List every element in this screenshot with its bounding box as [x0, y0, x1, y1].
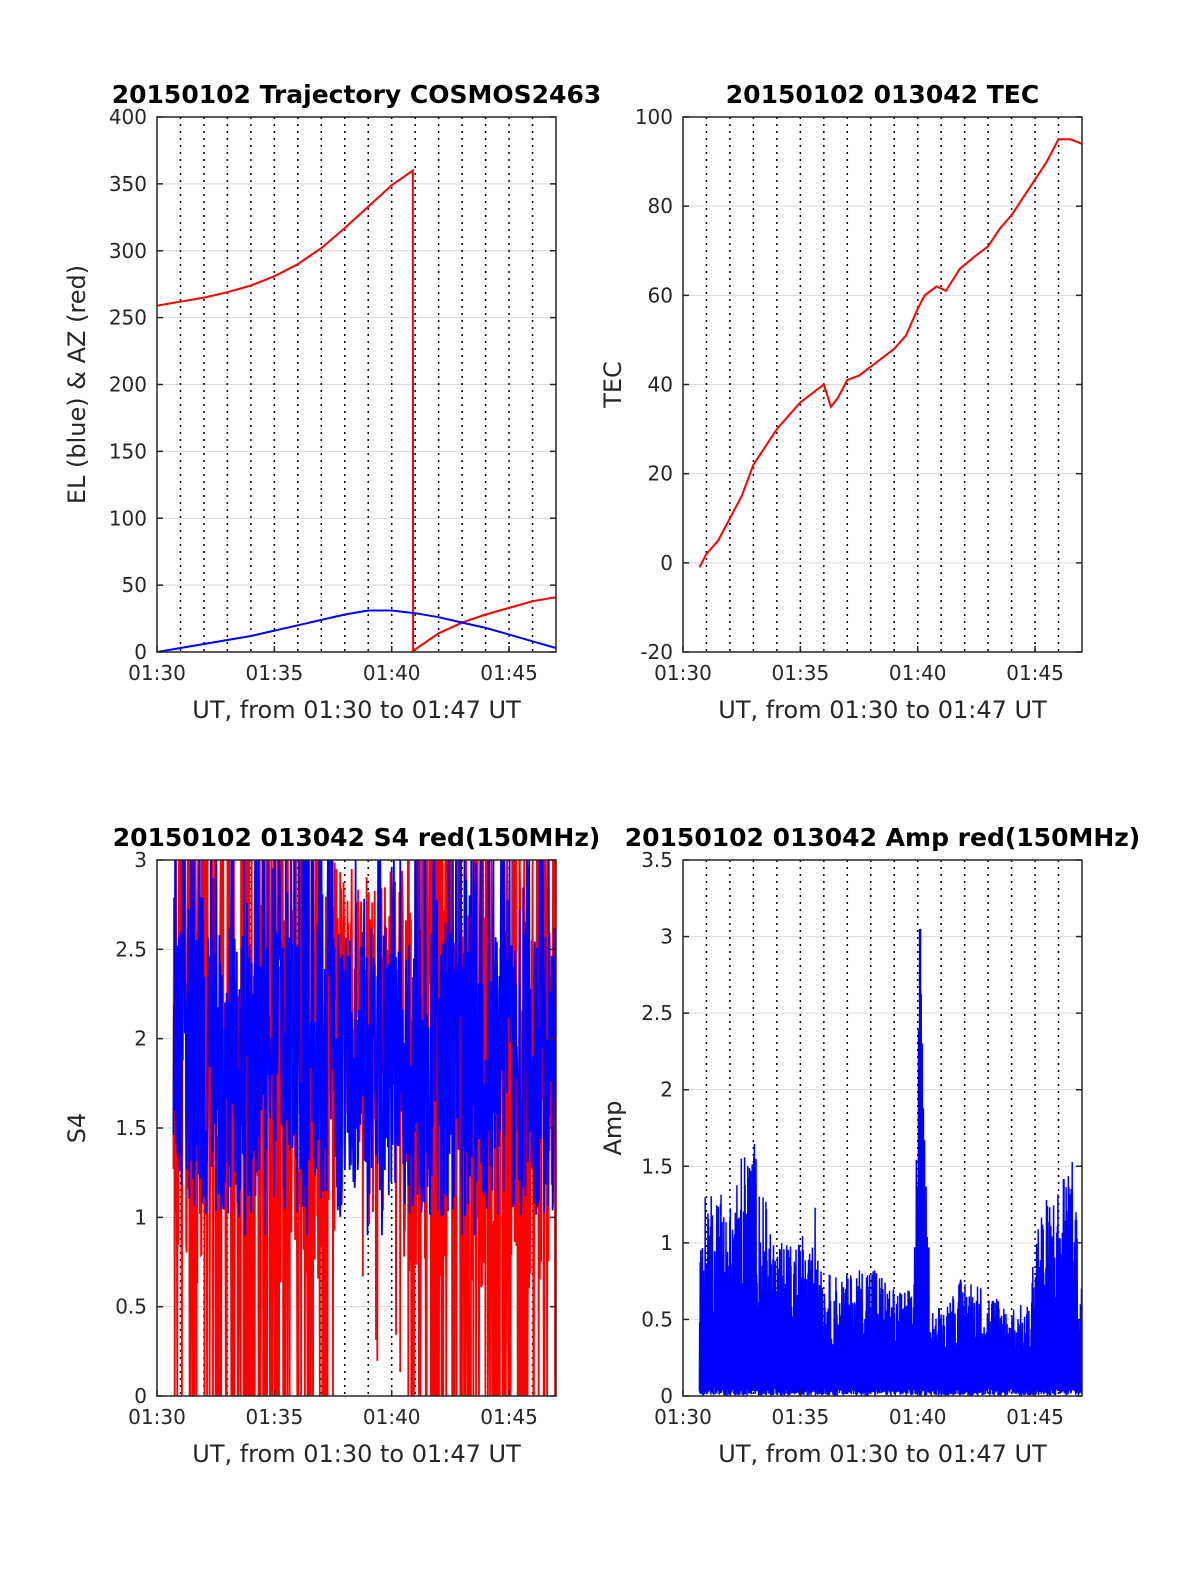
x-tick-label: 01:35 — [772, 661, 830, 685]
x-tick-label: 01:45 — [1006, 1405, 1064, 1429]
plot-area — [172, 860, 556, 1396]
chart-panel-trajectory: 0 50 100 150 200 250 300 350 400 01:30 01:35 01:40 0… — [63, 80, 601, 724]
y-tick-label: 2 — [134, 1027, 147, 1051]
x-tick-label: 01:45 — [480, 1405, 538, 1429]
y-tick-label: 0 — [134, 640, 147, 664]
y-tick-label: 0 — [660, 1384, 673, 1408]
x-tick-label: 01:30 — [128, 1405, 186, 1429]
x-tick-label: 01:35 — [246, 661, 304, 685]
y-tick-label: 3 — [660, 925, 673, 949]
y-tick-label: 300 — [109, 239, 147, 263]
x-tick-label: 01:40 — [889, 661, 947, 685]
y-tick-label: 2.5 — [115, 937, 147, 961]
x-tick-label: 01:40 — [363, 661, 421, 685]
x-axis-label: UT, from 01:30 to 01:47 UT — [192, 1440, 521, 1468]
y-tick-label: 400 — [109, 105, 147, 129]
x-axis-label: UT, from 01:30 to 01:47 UT — [192, 696, 521, 724]
plot-area — [157, 168, 556, 652]
chart-title: 20150102 013042 S4 red(150MHz) — [113, 823, 601, 852]
x-tick-label: 01:35 — [246, 1405, 304, 1429]
y-tick-label: 100 — [109, 506, 147, 530]
x-tick-label: 01:30 — [654, 661, 712, 685]
y-axis-label: Amp — [599, 1100, 627, 1155]
series-line-0 — [157, 168, 556, 652]
x-tick-label: 01:30 — [128, 661, 186, 685]
x-axis-label: UT, from 01:30 to 01:47 UT — [718, 696, 1047, 724]
y-tick-label: 250 — [109, 306, 147, 330]
y-tick-label: -20 — [640, 640, 673, 664]
y-tick-label: 20 — [648, 462, 673, 486]
chart-title: 20150102 013042 TEC — [726, 80, 1039, 109]
y-axis-label: S4 — [63, 1113, 91, 1144]
chart-panel-tec: -20 0 20 40 60 80 100 01:30 01:35 01:40 01:45 20150… — [599, 80, 1083, 724]
y-tick-label: 2.5 — [641, 1001, 673, 1025]
y-tick-label: 200 — [109, 373, 147, 397]
y-axis-label: EL (blue) & AZ (red) — [63, 265, 91, 504]
series-line-1 — [157, 609, 556, 652]
y-tick-label: 150 — [109, 439, 147, 463]
series-line-0 — [698, 990, 1082, 1396]
y-tick-label: 350 — [109, 172, 147, 196]
y-tick-label: 0 — [660, 551, 673, 575]
y-tick-label: 0 — [134, 1384, 147, 1408]
plot-area — [698, 928, 1082, 1396]
chart-panel-amp: 0 0.5 1 1.5 2 2.5 3 3.5 01:30 01:35 01:40 01:45 2015… — [599, 823, 1140, 1468]
y-tick-label: 60 — [648, 283, 673, 307]
x-tick-label: 01:45 — [480, 661, 538, 685]
x-tick-label: 01:35 — [772, 1405, 830, 1429]
y-tick-label: 0.5 — [641, 1307, 673, 1331]
y-tick-label: 2 — [660, 1078, 673, 1102]
y-tick-label: 80 — [648, 194, 673, 218]
x-tick-label: 01:45 — [1006, 661, 1064, 685]
y-tick-label: 50 — [122, 573, 147, 597]
x-tick-label: 01:40 — [889, 1405, 947, 1429]
chart-title: 20150102 013042 Amp red(150MHz) — [625, 823, 1141, 852]
chart-panel-s4: 0 0.5 1 1.5 2 2.5 3 01:30 01:35 01:40 01:45 2015010… — [63, 823, 600, 1468]
y-tick-label: 0.5 — [115, 1295, 147, 1319]
y-tick-label: 1.5 — [641, 1154, 673, 1178]
y-tick-label: 40 — [648, 373, 673, 397]
y-tick-label: 1.5 — [115, 1116, 147, 1140]
y-tick-label: 1 — [660, 1231, 673, 1255]
y-tick-label: 100 — [635, 105, 673, 129]
series-line-0 — [698, 138, 1082, 568]
y-axis-label: TEC — [599, 361, 627, 409]
axes-box — [682, 859, 1083, 1397]
x-tick-label: 01:40 — [363, 1405, 421, 1429]
x-axis-label: UT, from 01:30 to 01:47 UT — [718, 1440, 1047, 1468]
x-tick-label: 01:30 — [654, 1405, 712, 1429]
y-tick-label: 3 — [134, 848, 147, 872]
series-line-1 — [172, 860, 556, 1236]
chart-title: 20150102 Trajectory COSMOS2463 — [112, 80, 602, 109]
plot-area — [698, 138, 1082, 568]
y-tick-label: 3.5 — [641, 848, 673, 872]
y-tick-label: 1 — [134, 1205, 147, 1229]
